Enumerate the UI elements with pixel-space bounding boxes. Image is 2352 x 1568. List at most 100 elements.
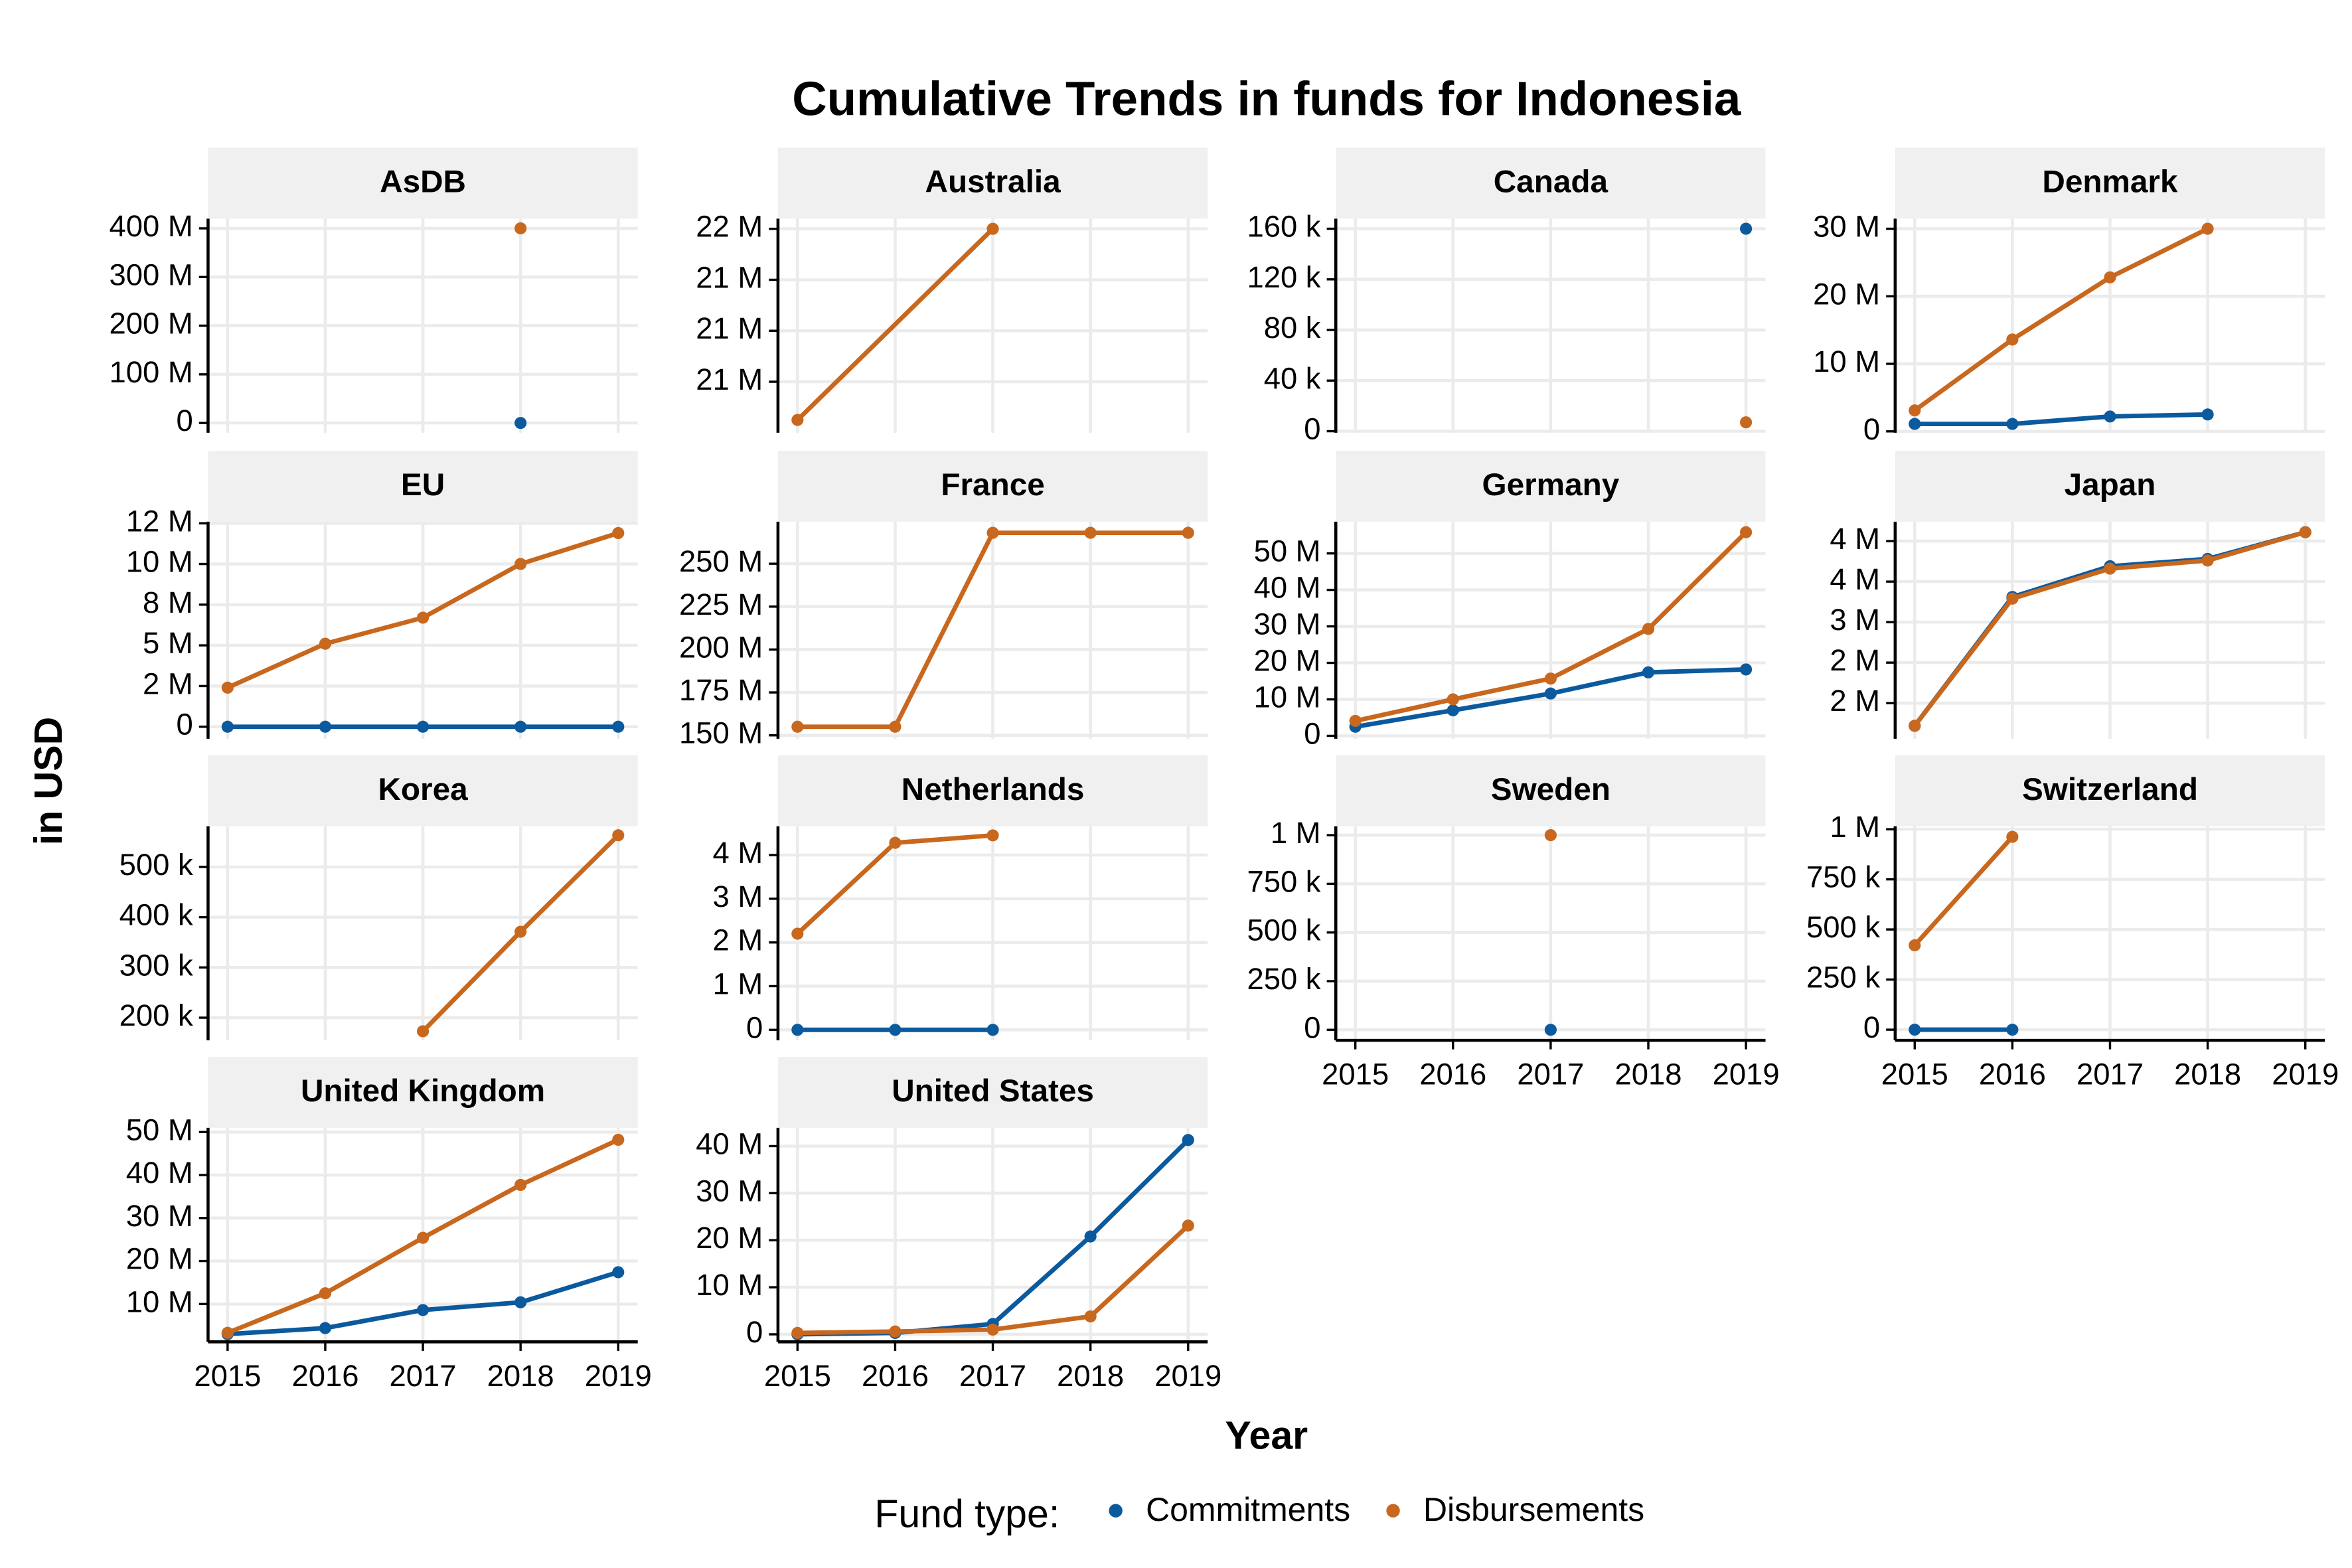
data-point bbox=[612, 526, 625, 540]
data-point bbox=[514, 720, 527, 733]
y-tick-label: 8 M bbox=[143, 586, 193, 619]
data-point bbox=[791, 1326, 804, 1339]
y-tick-label: 40 M bbox=[696, 1127, 763, 1160]
data-point bbox=[2104, 271, 2116, 283]
data-point bbox=[319, 720, 332, 733]
legend-label: Commitments bbox=[1146, 1491, 1350, 1528]
x-tick-label: 2016 bbox=[862, 1359, 929, 1393]
y-tick-label: 21 M bbox=[696, 311, 763, 345]
strip bbox=[777, 451, 1208, 522]
y-tick-label: 40 M bbox=[126, 1156, 193, 1190]
y-tick-label: 0 bbox=[176, 404, 193, 437]
data-point bbox=[791, 1024, 804, 1036]
y-tick-label: 5 M bbox=[143, 626, 193, 660]
y-tick-label: 40 k bbox=[1264, 361, 1321, 395]
y-tick-label: 0 bbox=[1304, 716, 1320, 750]
x-tick-label: 2017 bbox=[1517, 1058, 1584, 1091]
data-point bbox=[1909, 418, 1921, 430]
data-point bbox=[1182, 526, 1194, 539]
series-line bbox=[1913, 835, 2014, 947]
data-point bbox=[1740, 663, 1753, 676]
data-point bbox=[791, 927, 804, 940]
y-tick-label: 30 M bbox=[1254, 607, 1321, 641]
data-point bbox=[2006, 333, 2019, 346]
panel-title: Japan bbox=[2065, 467, 2156, 503]
y-tick-label: 500 k bbox=[119, 848, 193, 882]
data-point bbox=[416, 611, 430, 624]
x-tick-label: 2018 bbox=[1057, 1359, 1124, 1393]
data-point bbox=[221, 681, 234, 694]
data-point bbox=[1182, 1134, 1194, 1146]
y-tick-label: 22 M bbox=[696, 210, 763, 244]
y-tick-label: 500 k bbox=[1247, 913, 1320, 947]
y-tick-label: 20 M bbox=[1813, 277, 1880, 311]
y-tick-label: 400 k bbox=[119, 898, 193, 932]
x-tick-label: 2015 bbox=[764, 1359, 831, 1393]
data-point bbox=[1544, 672, 1557, 685]
data-point bbox=[319, 1322, 332, 1334]
y-tick-label: 1 M bbox=[713, 967, 763, 1000]
data-point bbox=[986, 526, 999, 539]
data-point bbox=[319, 1287, 332, 1300]
data-point bbox=[889, 720, 902, 733]
data-point bbox=[2006, 418, 2019, 430]
y-tick-label: 225 M bbox=[679, 588, 763, 621]
x-tick-label: 2015 bbox=[1322, 1058, 1389, 1091]
y-tick-label: 3 M bbox=[713, 880, 763, 913]
data-point bbox=[612, 720, 625, 733]
strip bbox=[208, 451, 638, 522]
y-tick-label: 2 M bbox=[713, 923, 763, 957]
data-point bbox=[986, 1024, 999, 1036]
y-tick-label: 12 M bbox=[126, 504, 193, 538]
data-point bbox=[2104, 562, 2116, 575]
data-point bbox=[319, 637, 332, 650]
y-tick-label: 10 M bbox=[126, 1285, 193, 1318]
y-tick-label: 30 M bbox=[126, 1199, 193, 1233]
y-tick-label: 4 M bbox=[1830, 562, 1880, 596]
x-tick-label: 2018 bbox=[1614, 1058, 1682, 1091]
data-point bbox=[1084, 526, 1097, 539]
strip bbox=[1895, 147, 2325, 219]
y-tick-label: 21 M bbox=[696, 260, 763, 294]
data-point bbox=[416, 720, 430, 733]
data-point bbox=[2299, 526, 2312, 538]
y-tick-label: 300 k bbox=[119, 948, 193, 982]
x-tick-label: 2016 bbox=[1419, 1058, 1486, 1091]
data-point bbox=[2104, 410, 2116, 423]
x-tick-label: 2018 bbox=[2174, 1058, 2241, 1091]
strip bbox=[1336, 147, 1766, 219]
y-tick-label: 10 M bbox=[1813, 345, 1880, 378]
data-point bbox=[514, 222, 527, 235]
y-tick-label: 0 bbox=[1304, 412, 1320, 446]
y-tick-label: 50 M bbox=[1254, 534, 1321, 568]
x-tick-label: 2019 bbox=[585, 1359, 652, 1393]
data-point bbox=[791, 414, 804, 426]
y-tick-label: 750 k bbox=[1247, 864, 1320, 898]
data-point bbox=[2006, 592, 2019, 605]
series-line bbox=[1913, 226, 2209, 413]
data-point bbox=[2201, 554, 2214, 567]
data-point bbox=[986, 829, 999, 842]
strip bbox=[777, 1057, 1208, 1128]
data-point bbox=[1642, 623, 1655, 635]
y-tick-label: 250 k bbox=[1806, 961, 1880, 994]
y-tick-label: 10 M bbox=[1254, 680, 1321, 714]
y-tick-label: 300 M bbox=[110, 258, 193, 291]
y-tick-label: 30 M bbox=[696, 1174, 763, 1208]
y-tick-label: 0 bbox=[1863, 412, 1880, 446]
strip bbox=[777, 755, 1208, 826]
data-point bbox=[1544, 828, 1557, 842]
data-point bbox=[1084, 1310, 1097, 1323]
y-tick-label: 250 k bbox=[1247, 962, 1320, 996]
data-point bbox=[2006, 830, 2019, 843]
panel-title: United States bbox=[892, 1073, 1094, 1109]
legend-marker bbox=[1386, 1504, 1400, 1518]
y-tick-label: 0 bbox=[176, 708, 193, 742]
y-tick-label: 150 M bbox=[679, 716, 763, 750]
y-tick-label: 30 M bbox=[1813, 210, 1880, 244]
x-tick-label: 2015 bbox=[194, 1359, 261, 1393]
data-point bbox=[1544, 687, 1557, 700]
x-tick-label: 2016 bbox=[291, 1359, 358, 1393]
y-tick-label: 4 M bbox=[713, 836, 763, 870]
